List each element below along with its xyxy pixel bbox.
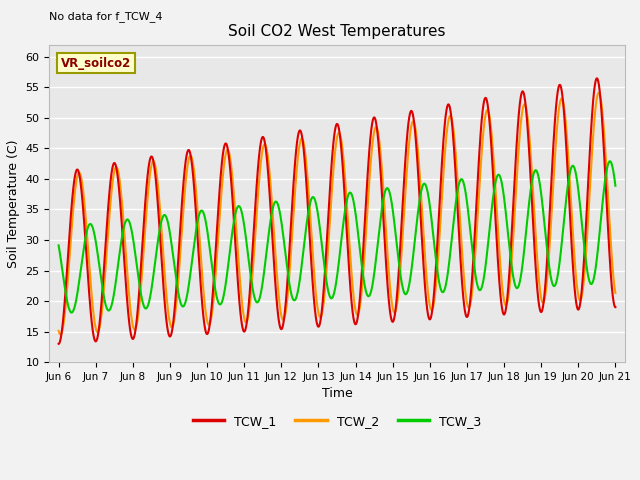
Line: TCW_1: TCW_1 xyxy=(59,78,616,344)
TCW_2 xyxy=(56,332,64,337)
Y-axis label: Soil Temperature (C): Soil Temperature (C) xyxy=(7,139,20,267)
TCW_2 xyxy=(460,265,467,271)
TCW_2 xyxy=(289,224,296,229)
Text: No data for f_TCW_4: No data for f_TCW_4 xyxy=(49,11,163,22)
Text: VR_soilco2: VR_soilco2 xyxy=(61,57,131,70)
Line: TCW_2: TCW_2 xyxy=(59,93,616,335)
TCW_2 xyxy=(293,163,301,168)
TCW_2 xyxy=(319,303,327,309)
TCW_3 xyxy=(289,296,296,301)
TCW_2 xyxy=(567,193,575,199)
TCW_3 xyxy=(55,242,63,248)
TCW_2 xyxy=(55,328,63,334)
TCW_1 xyxy=(612,304,620,310)
TCW_1 xyxy=(460,292,467,298)
Legend: TCW_1, TCW_2, TCW_3: TCW_1, TCW_2, TCW_3 xyxy=(188,410,486,432)
TCW_1 xyxy=(319,293,327,299)
TCW_1 xyxy=(595,79,602,85)
TCW_3 xyxy=(567,167,575,172)
TCW_3 xyxy=(319,254,327,260)
TCW_3 xyxy=(606,158,614,164)
TCW_3 xyxy=(293,292,301,298)
TCW_3 xyxy=(612,183,620,189)
TCW_3 xyxy=(460,179,467,185)
TCW_2 xyxy=(595,90,602,96)
TCW_2 xyxy=(612,290,620,296)
Line: TCW_3: TCW_3 xyxy=(59,161,616,312)
TCW_1 xyxy=(293,140,301,145)
TCW_2 xyxy=(595,90,602,96)
X-axis label: Time: Time xyxy=(322,387,353,400)
TCW_3 xyxy=(68,310,76,315)
TCW_3 xyxy=(595,242,602,248)
Title: Soil CO2 West Temperatures: Soil CO2 West Temperatures xyxy=(228,24,446,39)
TCW_1 xyxy=(289,196,296,202)
TCW_1 xyxy=(567,223,575,229)
TCW_1 xyxy=(55,341,63,347)
TCW_1 xyxy=(593,75,601,81)
